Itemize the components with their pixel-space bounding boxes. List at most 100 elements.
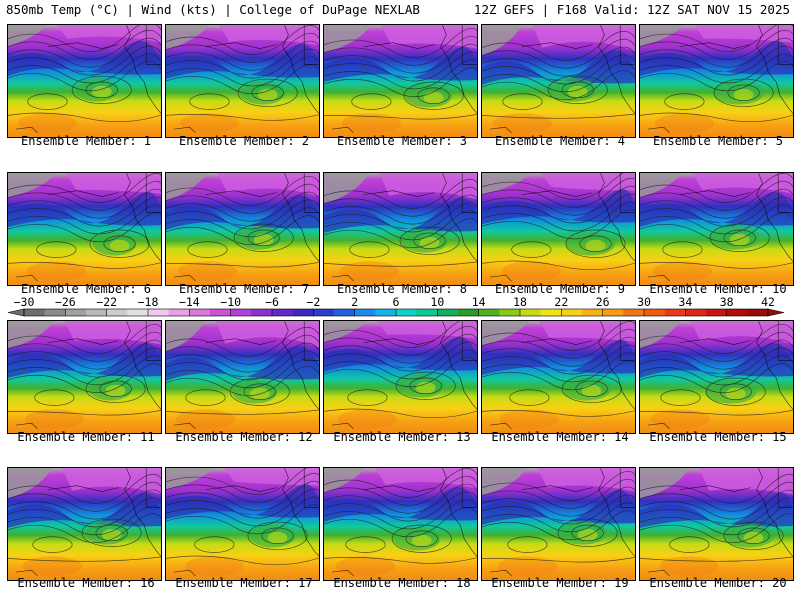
- colorbar-tick-label: −14: [179, 296, 200, 309]
- ensemble-member-label: Ensemble Member: 18: [333, 576, 471, 590]
- colorbar-segment: [499, 309, 521, 316]
- colorbar-tick-label: −26: [55, 296, 76, 309]
- ensemble-member-label: Ensemble Member: 5: [652, 134, 784, 148]
- temperature-colorbar: −30 −26 −22 −18 −14 −10 −6 −2 2 6 10 14 18 22 26 30 34 38…: [7, 296, 785, 317]
- ensemble-member-label: Ensemble Member: 8: [336, 282, 468, 296]
- model-valid-time: 12Z GEFS | F168 Valid: 12Z SAT NOV 15 20…: [473, 2, 790, 17]
- ensemble-member-label: Ensemble Member: 17: [175, 576, 313, 590]
- ensemble-member-label: Ensemble Member: 15: [649, 430, 787, 444]
- ensemble-member-panel: [323, 172, 478, 286]
- colorbar-segment: [706, 309, 727, 316]
- colorbar-segment: [747, 309, 769, 316]
- colorbar-segment: [664, 309, 686, 316]
- colorbar-tick-label: −6: [265, 296, 279, 309]
- colorbar-segment: [478, 309, 500, 316]
- ensemble-member-label: Ensemble Member: 12: [175, 430, 313, 444]
- ensemble-member-label: Ensemble Member: 1: [20, 134, 152, 148]
- colorbar-tick-label: 6: [393, 296, 400, 309]
- ensemble-member-label: Ensemble Member: 10: [649, 282, 787, 296]
- ensemble-member-panel: [7, 172, 162, 286]
- colorbar-segment: [168, 309, 190, 316]
- colorbar-tick-label: 22: [554, 296, 568, 309]
- ensemble-member-panel: [165, 320, 320, 434]
- colorbar-tick-label: −18: [138, 296, 159, 309]
- ensemble-member-panel: [7, 24, 162, 138]
- ensemble-member-label: Ensemble Member: 6: [20, 282, 152, 296]
- ensemble-member-label: Ensemble Member: 3: [336, 134, 468, 148]
- colorbar-segment: [106, 309, 128, 316]
- colorbar-tick-label: −2: [306, 296, 320, 309]
- colorbar-segment: [272, 309, 293, 316]
- ensemble-member-label: Ensemble Member: 11: [17, 430, 155, 444]
- ensemble-member-panel: [7, 467, 162, 581]
- ensemble-member-panel: [165, 467, 320, 581]
- colorbar-tick-label: 38: [720, 296, 734, 309]
- colorbar-segment: [86, 309, 107, 316]
- ensemble-member-panel: [165, 172, 320, 286]
- ensemble-member-label: Ensemble Member: 19: [491, 576, 629, 590]
- colorbar-segment: [189, 309, 211, 316]
- colorbar-tick-label: 42: [761, 296, 775, 309]
- colorbar-segment: [375, 309, 397, 316]
- colorbar-segment: [251, 309, 273, 316]
- ensemble-member-label: Ensemble Member: 16: [17, 576, 155, 590]
- colorbar-tick-label: −22: [96, 296, 117, 309]
- colorbar-segment: [230, 309, 252, 316]
- colorbar-segment: [726, 309, 748, 316]
- colorbar-segment: [148, 309, 169, 316]
- ensemble-member-panel: [639, 172, 794, 286]
- colorbar-segment: [396, 309, 417, 316]
- colorbar-segment: [44, 309, 66, 316]
- colorbar-segment: [540, 309, 562, 316]
- colorbar-segment: [437, 309, 459, 316]
- colorbar-segment: [24, 309, 45, 316]
- ensemble-member-label: Ensemble Member: 2: [178, 134, 310, 148]
- colorbar-segment: [685, 309, 707, 316]
- colorbar-segment: [602, 309, 624, 316]
- colorbar-tick-label: 14: [472, 296, 486, 309]
- colorbar-segment: [644, 309, 665, 316]
- colorbar-segment: [458, 309, 479, 316]
- ensemble-member-label: Ensemble Member: 9: [494, 282, 626, 296]
- colorbar-segment: [65, 309, 87, 316]
- colorbar-segment: [334, 309, 355, 316]
- ensemble-member-label: Ensemble Member: 14: [491, 430, 629, 444]
- colorbar-segment: [354, 309, 376, 316]
- colorbar-segment: [561, 309, 583, 316]
- ensemble-member-panel: [481, 24, 636, 138]
- colorbar-segment: [623, 309, 645, 316]
- ensemble-member-panel: [7, 320, 162, 434]
- ensemble-member-panel: [639, 467, 794, 581]
- ensemble-member-panel: [481, 320, 636, 434]
- colorbar-segment: [292, 309, 314, 316]
- colorbar-segment: [520, 309, 541, 316]
- colorbar-tick-label: −10: [220, 296, 241, 309]
- ensemble-member-panel: [481, 172, 636, 286]
- ensemble-member-panel: [639, 24, 794, 138]
- ensemble-member-label: Ensemble Member: 20: [649, 576, 787, 590]
- colorbar-tick-label: 10: [430, 296, 444, 309]
- colorbar-max-arrow: [767, 308, 785, 317]
- ensemble-member-panel: [323, 467, 478, 581]
- colorbar-tick-label: 18: [513, 296, 527, 309]
- colorbar-tick-label: 2: [351, 296, 358, 309]
- colorbar-segment: [582, 309, 603, 316]
- ensemble-member-panel: [165, 24, 320, 138]
- colorbar-tick-label: 30: [637, 296, 651, 309]
- colorbar-segment: [313, 309, 335, 316]
- colorbar-segment: [416, 309, 438, 316]
- colorbar-tick-label: −30: [14, 296, 35, 309]
- colorbar-min-arrow: [7, 308, 25, 317]
- colorbar-segment: [127, 309, 149, 316]
- colorbar-tick-label: 26: [596, 296, 610, 309]
- ensemble-member-panel: [481, 467, 636, 581]
- ensemble-member-panel: [639, 320, 794, 434]
- ensemble-member-label: Ensemble Member: 4: [494, 134, 626, 148]
- colorbar-segment: [210, 309, 231, 316]
- ensemble-member-label: Ensemble Member: 13: [333, 430, 471, 444]
- ensemble-member-label: Ensemble Member: 7: [178, 282, 310, 296]
- colorbar-tick-label: 34: [678, 296, 692, 309]
- chart-title: 850mb Temp (°C) | Wind (kts) | College o…: [6, 2, 420, 17]
- ensemble-member-panel: [323, 24, 478, 138]
- ensemble-member-panel: [323, 320, 478, 434]
